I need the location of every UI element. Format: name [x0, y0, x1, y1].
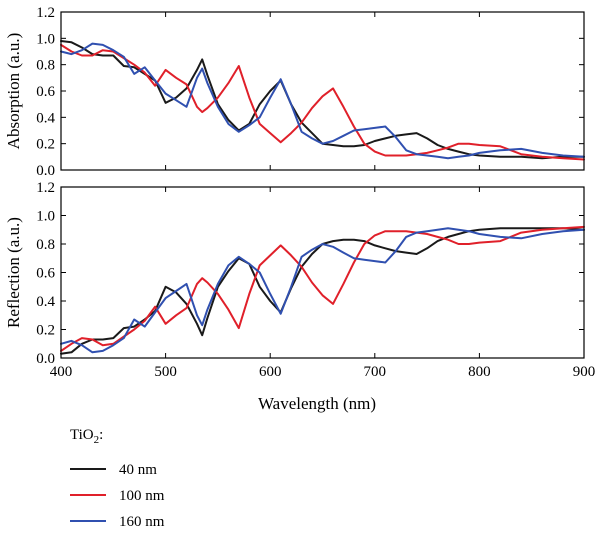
reflection-ytick-label: 0.2 [36, 323, 55, 339]
absorption-ytick-label: 1.2 [36, 5, 55, 21]
x-tick-label: 800 [468, 364, 491, 380]
legend-title: TiO2: [70, 427, 103, 446]
reflection-ytick-label: 1.2 [36, 180, 55, 196]
absorption-ytick-label: 0.8 [36, 58, 55, 74]
x-tick-label: 900 [573, 364, 596, 380]
reflection-ytick-label: 0.4 [36, 294, 55, 310]
absorption-ytick-label: 0.6 [36, 84, 55, 100]
x-tick-label: 400 [50, 364, 73, 380]
reflection-ytick-label: 1.0 [36, 209, 55, 225]
absorption-plot-frame [60, 11, 585, 171]
legend-label-160nm: 160 nm [119, 514, 165, 530]
x-tick-label: 700 [364, 364, 387, 380]
absorption-ytick-label: 1.0 [36, 31, 55, 47]
legend-label-100nm: 100 nm [119, 488, 165, 504]
x-axis-title: Wavelength (nm) [258, 394, 376, 413]
reflection-ytick-label: 0.0 [36, 351, 55, 367]
reflection-series-160nm [60, 227, 585, 354]
reflection-plot-frame [60, 186, 585, 359]
absorption-y-axis-title: Absorption (a.u.) [4, 33, 23, 150]
reflection-panel: 0.0 0.2 0.4 0.6 0.8 1.0 1.2 400 500 600 700 800 900 R… [4, 180, 595, 380]
reflection-ytick-label: 0.6 [36, 266, 55, 282]
absorption-ytick-label: 0.4 [36, 110, 55, 126]
legend: TiO2: 40 nm 100 nm 160 nm [70, 427, 165, 530]
reflection-series-40nm [60, 227, 585, 355]
absorption-panel: 0.0 0.2 0.4 0.6 0.8 1.0 1.2 Absorption (a.u.) [4, 5, 585, 179]
x-tick-label: 500 [154, 364, 177, 380]
absorption-ytick-label: 0.0 [36, 163, 55, 179]
reflection-ytick-label: 0.8 [36, 237, 55, 253]
x-tick-label: 600 [259, 364, 282, 380]
absorption-ytick-label: 0.2 [36, 137, 55, 153]
reflection-y-axis-title: Reflection (a.u.) [4, 217, 23, 328]
absorption-series-160nm [60, 42, 585, 160]
reflection-series-100nm [60, 225, 585, 352]
absorption-series-40nm [60, 40, 585, 160]
legend-label-40nm: 40 nm [119, 462, 157, 478]
